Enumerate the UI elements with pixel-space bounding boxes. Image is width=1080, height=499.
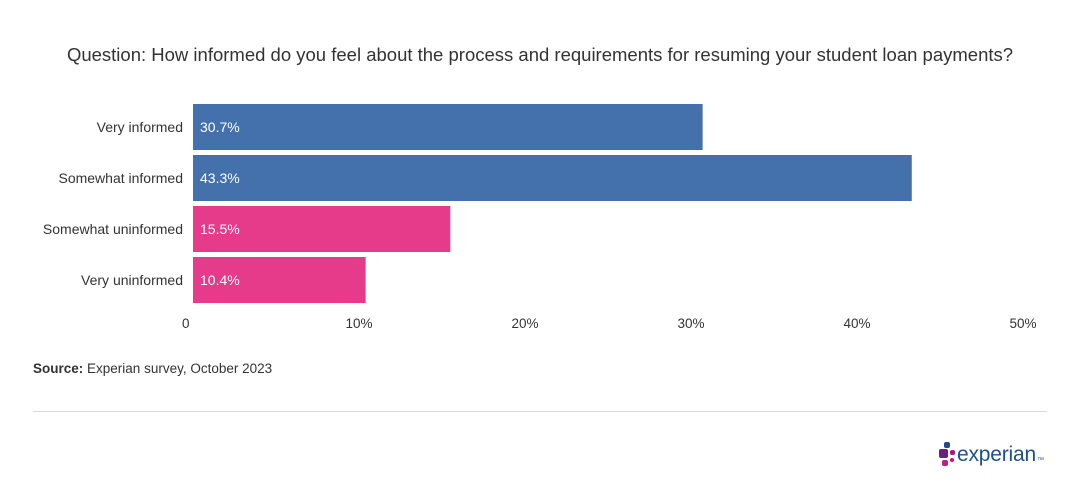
source-text: Experian survey, October 2023 — [87, 361, 273, 376]
experian-logo-icon — [939, 440, 956, 470]
x-tick-label: 0 — [182, 316, 190, 331]
bar — [193, 257, 366, 303]
x-tick-label: 50% — [1009, 316, 1036, 331]
x-tick-label: 20% — [511, 316, 538, 331]
bar — [193, 206, 451, 252]
bar — [193, 155, 912, 201]
bar — [193, 104, 703, 150]
experian-wordmark: experian — [957, 443, 1036, 466]
category-label: Very uninformed — [81, 272, 183, 288]
chart-title: Question: How informed do you feel about… — [66, 44, 1014, 65]
bar-value-label: 15.5% — [200, 221, 240, 237]
category-label: Somewhat uninformed — [43, 221, 183, 237]
x-tick-label: 40% — [843, 316, 870, 331]
bar-value-label: 10.4% — [200, 272, 240, 288]
footer-divider — [33, 411, 1047, 412]
category-label: Very informed — [97, 119, 183, 135]
trademark-symbol: ™ — [1037, 457, 1044, 464]
x-tick-label: 30% — [677, 316, 704, 331]
bar-chart: Very informed 30.7% Somewhat informed 43.3%… — [43, 104, 1037, 331]
bar-value-label: 30.7% — [200, 119, 240, 135]
category-label: Somewhat informed — [58, 170, 183, 186]
bar-value-label: 43.3% — [200, 170, 240, 186]
source-note: Source: Experian survey, October 2023 — [33, 361, 272, 376]
experian-logo: experian ™ — [939, 437, 1044, 473]
x-tick-label: 10% — [345, 316, 372, 331]
source-label: Source: — [33, 361, 84, 376]
